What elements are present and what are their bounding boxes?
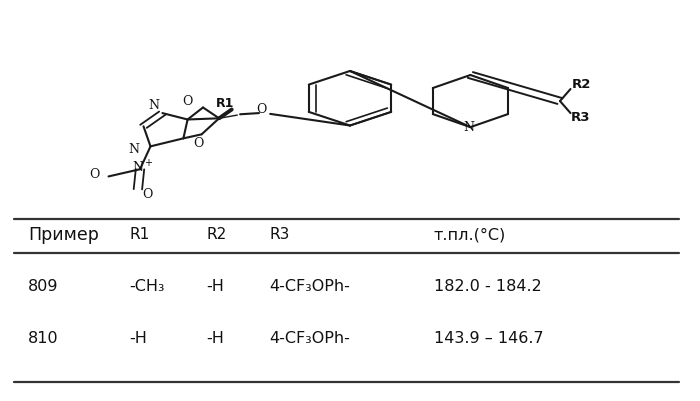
Text: -CH₃: -CH₃: [130, 279, 165, 294]
Text: O: O: [183, 95, 193, 107]
Text: R2: R2: [571, 78, 591, 91]
Text: 182.0 - 184.2: 182.0 - 184.2: [434, 279, 542, 294]
Text: 810: 810: [28, 331, 59, 346]
Text: +: +: [144, 158, 153, 168]
Text: O: O: [194, 137, 204, 150]
Text: O: O: [143, 188, 153, 201]
Text: т.пл.(°C): т.пл.(°C): [434, 227, 506, 242]
Text: -H: -H: [130, 331, 148, 346]
Text: N: N: [132, 161, 144, 174]
Text: Пример: Пример: [28, 226, 99, 243]
Text: 4-CF₃OPh-: 4-CF₃OPh-: [270, 279, 351, 294]
Text: 143.9 – 146.7: 143.9 – 146.7: [434, 331, 544, 346]
Text: R1: R1: [130, 227, 150, 242]
Text: O: O: [257, 103, 267, 115]
Text: N: N: [463, 121, 475, 134]
Text: N: N: [148, 99, 160, 111]
Text: R3: R3: [270, 227, 290, 242]
Text: O: O: [90, 168, 99, 180]
Text: R2: R2: [206, 227, 227, 242]
Text: R3: R3: [571, 111, 591, 124]
Text: 809: 809: [28, 279, 59, 294]
Text: -H: -H: [206, 331, 225, 346]
Text: -H: -H: [206, 279, 225, 294]
Text: N: N: [128, 143, 139, 156]
Text: 4-CF₃OPh-: 4-CF₃OPh-: [270, 331, 351, 346]
Text: R1: R1: [216, 97, 234, 109]
